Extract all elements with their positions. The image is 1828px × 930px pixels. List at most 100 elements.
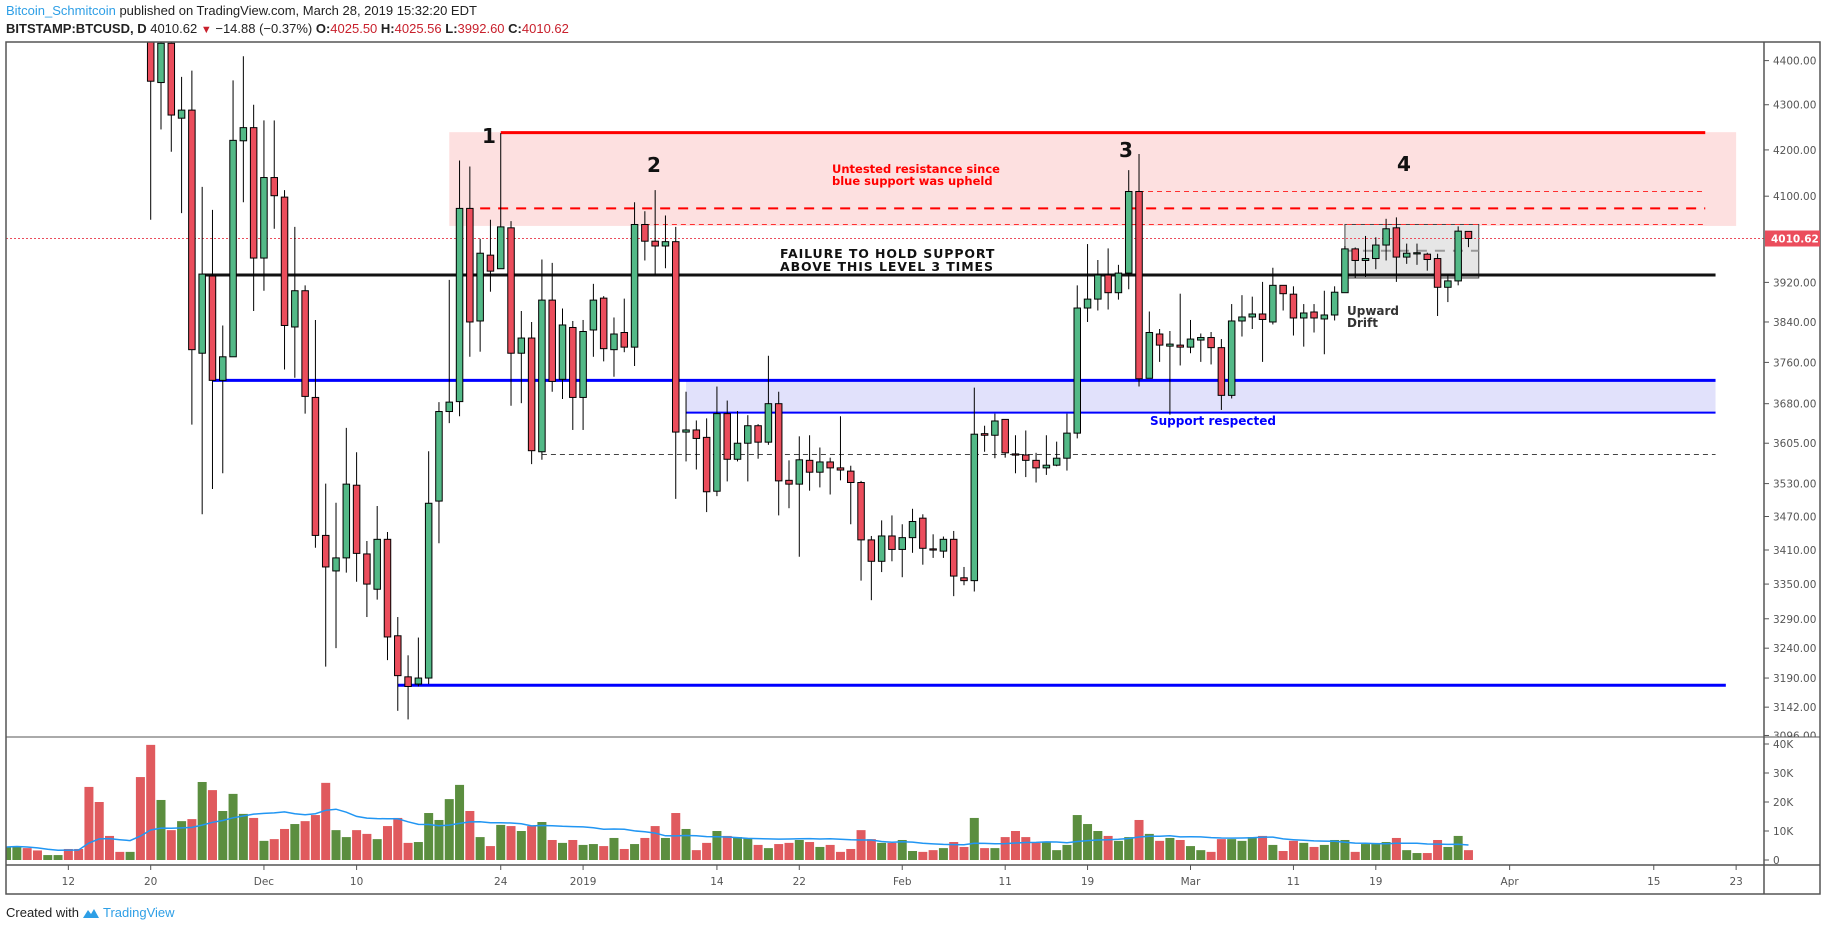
candle[interactable] — [558, 308, 567, 399]
candle[interactable] — [1361, 235, 1370, 278]
candle[interactable] — [888, 515, 896, 562]
candle[interactable] — [260, 120, 268, 291]
candle[interactable] — [496, 133, 505, 270]
candle[interactable] — [898, 524, 906, 578]
resistance-zone[interactable] — [449, 132, 1737, 226]
candle[interactable] — [342, 427, 351, 573]
candle[interactable] — [836, 416, 845, 481]
candle[interactable] — [373, 506, 381, 600]
candle[interactable] — [1258, 281, 1267, 362]
candle[interactable] — [1166, 330, 1174, 415]
candle[interactable] — [1402, 243, 1411, 264]
candle[interactable] — [1341, 245, 1349, 294]
candle[interactable] — [620, 298, 629, 353]
price-axis[interactable]: 4400.00 4300.00 4200.00 4100.00 3920.00 3840.… — [1764, 56, 1816, 743]
candle[interactable] — [641, 211, 649, 261]
candle[interactable] — [1238, 295, 1246, 337]
candle[interactable] — [1299, 304, 1308, 347]
candle[interactable] — [1454, 226, 1462, 286]
candle[interactable] — [877, 520, 886, 573]
candle[interactable] — [414, 637, 423, 687]
candle[interactable] — [1423, 252, 1432, 271]
candle[interactable] — [1155, 328, 1164, 362]
candle[interactable] — [280, 190, 289, 370]
candle[interactable] — [476, 238, 484, 352]
candle[interactable] — [754, 424, 762, 459]
candle[interactable] — [867, 535, 876, 601]
candle[interactable] — [1022, 430, 1030, 478]
candle[interactable] — [1207, 331, 1215, 365]
candle[interactable] — [826, 457, 834, 495]
candle[interactable] — [744, 415, 752, 482]
candle[interactable] — [630, 202, 639, 366]
candle[interactable] — [682, 391, 690, 462]
candle[interactable] — [805, 435, 814, 491]
candle[interactable] — [1320, 290, 1329, 355]
candle[interactable] — [177, 76, 186, 214]
candle[interactable] — [764, 355, 773, 445]
candle[interactable] — [908, 508, 917, 553]
candle[interactable] — [651, 190, 659, 276]
candle[interactable] — [579, 319, 587, 430]
candle[interactable] — [291, 226, 299, 378]
candle[interactable] — [1289, 286, 1298, 336]
tradingview-brand-link[interactable]: TradingView — [102, 905, 175, 920]
candle[interactable] — [1392, 217, 1401, 282]
candle[interactable] — [661, 215, 670, 269]
candle[interactable] — [1464, 230, 1473, 248]
candle[interactable] — [352, 452, 361, 582]
candle[interactable] — [435, 402, 443, 544]
candle[interactable] — [1114, 264, 1123, 300]
candle[interactable] — [486, 219, 495, 292]
candle[interactable] — [1011, 435, 1020, 474]
candle[interactable] — [949, 530, 958, 597]
candle[interactable] — [1248, 296, 1257, 329]
candle[interactable] — [1124, 170, 1133, 290]
candle[interactable] — [1217, 339, 1226, 410]
candle[interactable] — [702, 418, 711, 513]
candle[interactable] — [1444, 274, 1452, 303]
candle[interactable] — [774, 391, 783, 516]
candle[interactable] — [1052, 441, 1061, 467]
candle[interactable] — [970, 387, 979, 592]
candle[interactable] — [157, 30, 165, 130]
candle[interactable] — [404, 655, 412, 720]
candle[interactable] — [1073, 285, 1081, 439]
candle[interactable] — [455, 160, 464, 417]
candle[interactable] — [919, 514, 927, 565]
candle[interactable] — [424, 451, 433, 685]
candle[interactable] — [723, 400, 731, 482]
candle[interactable] — [569, 320, 577, 430]
candle[interactable] — [1042, 435, 1051, 475]
candle[interactable] — [198, 186, 206, 515]
candle[interactable] — [692, 420, 701, 470]
candle[interactable] — [1227, 304, 1236, 399]
support-zone[interactable] — [686, 380, 1716, 413]
candle[interactable] — [167, 26, 176, 152]
candle[interactable] — [1330, 286, 1339, 321]
candle[interactable] — [219, 325, 227, 474]
candle[interactable] — [1433, 253, 1442, 316]
candle[interactable] — [229, 80, 237, 358]
candle[interactable] — [599, 296, 608, 362]
candle[interactable] — [713, 386, 721, 497]
candle[interactable] — [1145, 311, 1154, 379]
candle[interactable] — [939, 536, 948, 558]
candle[interactable] — [1176, 293, 1184, 366]
candle[interactable] — [146, 0, 155, 220]
candle[interactable] — [589, 283, 598, 357]
candle[interactable] — [929, 534, 937, 558]
candle[interactable] — [445, 279, 454, 424]
candle[interactable] — [1032, 452, 1040, 483]
candle[interactable] — [1063, 413, 1071, 471]
candle[interactable] — [785, 460, 793, 509]
candle[interactable] — [270, 120, 278, 229]
candle[interactable] — [466, 166, 474, 357]
candle[interactable] — [249, 104, 258, 312]
candle[interactable] — [1001, 418, 1009, 458]
candle[interactable] — [507, 221, 515, 406]
candle[interactable] — [795, 436, 804, 557]
candle[interactable] — [1094, 259, 1102, 311]
candle[interactable] — [1351, 247, 1359, 278]
